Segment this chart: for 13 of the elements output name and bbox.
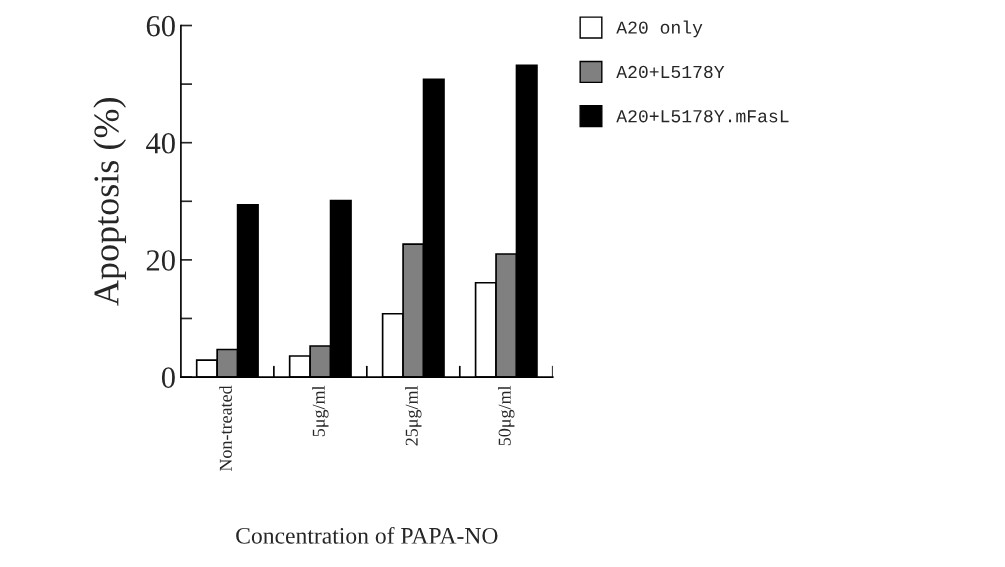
- y-axis-title: Apoptosis (%): [93, 98, 127, 306]
- x-axis-title: Concentration of PAPA-NO: [236, 526, 498, 544]
- y-tick-label: 40: [146, 132, 175, 154]
- y-tick-label: 20: [146, 250, 175, 271]
- y-tick-label: 0: [161, 367, 175, 388]
- x-tick-label: 50μg/ml: [498, 385, 515, 446]
- x-tick-label: 25μg/ml: [405, 385, 422, 446]
- legend-label: A20+L5178Y.mFasL: [616, 110, 789, 123]
- legend-label: A20 only: [616, 20, 703, 38]
- x-tick-label: Non-treated: [219, 385, 232, 472]
- x-tick-label: 5μg/ml: [312, 385, 329, 437]
- legend-label: A20+L5178Y: [616, 65, 725, 79]
- y-tick-label: 60: [146, 15, 175, 37]
